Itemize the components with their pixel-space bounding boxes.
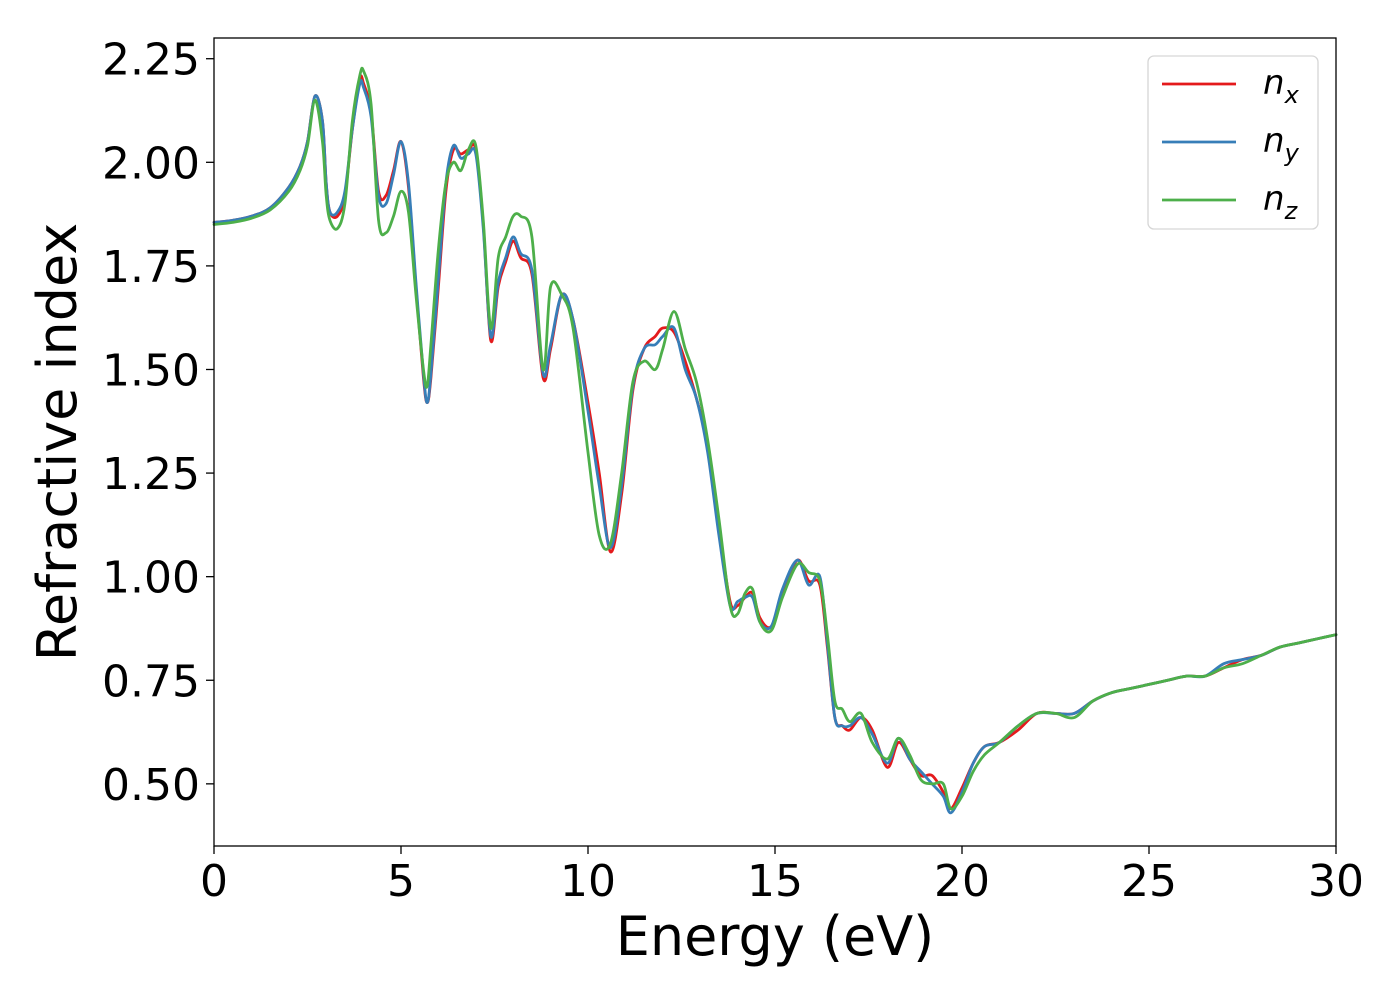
x-tick-label: 30	[1308, 856, 1364, 907]
y-tick-label: 1.25	[102, 449, 200, 500]
x-tick-label: 10	[560, 856, 616, 907]
y-tick-label: 2.25	[102, 35, 200, 86]
y-tick-label: 0.50	[102, 760, 200, 811]
y-tick-label: 1.00	[102, 553, 200, 604]
x-tick-label: 5	[387, 856, 415, 907]
y-tick-label: 0.75	[102, 656, 200, 707]
y-axis: 0.50 0.75 1.00 1.25 1.50 1.75 2.00 2.25	[102, 35, 214, 811]
x-axis: 0 5 10 15 20 25 30	[200, 846, 1364, 907]
legend-subscript: z	[1284, 197, 1299, 225]
legend-subscript: y	[1284, 139, 1300, 167]
x-axis-title: Energy (eV)	[616, 905, 935, 968]
x-tick-label: 25	[1121, 856, 1177, 907]
y-axis-title: Refractive index	[26, 223, 89, 662]
x-tick-label: 0	[200, 856, 228, 907]
y-tick-label: 2.00	[102, 138, 200, 189]
series-line-nz	[212, 66, 1338, 811]
x-tick-label: 20	[934, 856, 990, 907]
x-tick-label: 15	[747, 856, 803, 907]
series-layer	[212, 66, 1338, 815]
y-tick-label: 1.50	[102, 345, 200, 396]
y-tick-label: 1.75	[102, 242, 200, 293]
legend-subscript: x	[1284, 81, 1300, 109]
